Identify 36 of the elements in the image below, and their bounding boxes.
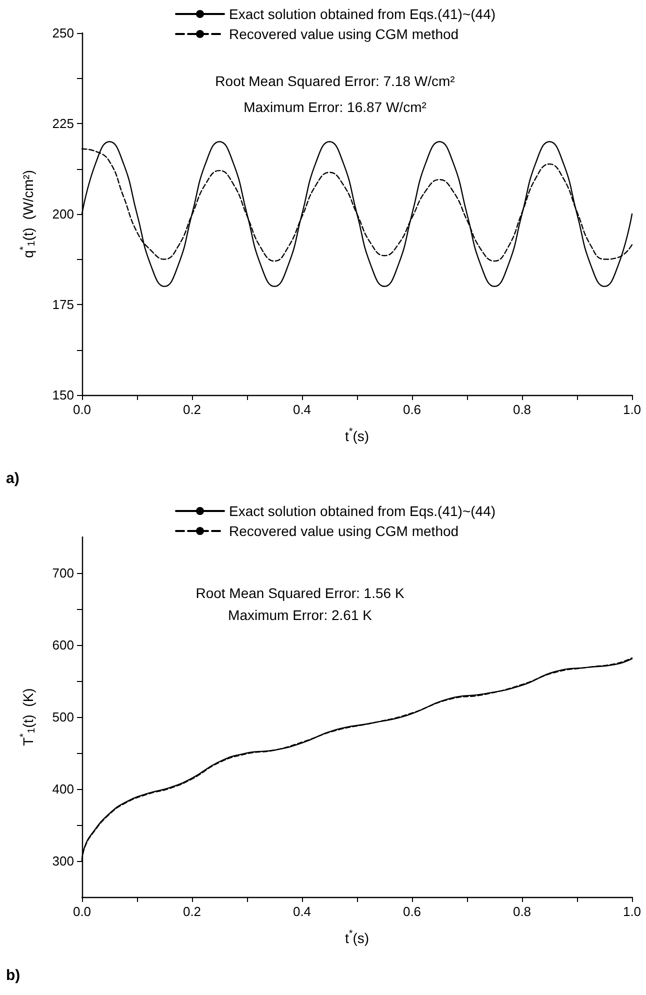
legend-label: Exact solution obtained from Eqs.(41)~(44): [229, 503, 496, 519]
y-tick-label: 400: [52, 782, 74, 796]
x-tick-label: 0.2: [182, 904, 202, 919]
y-axis-title: q*1(t) (W/cm²): [18, 170, 38, 258]
y-tick-label: 225: [52, 116, 74, 131]
x-tick-label: 0.6: [402, 904, 422, 919]
annotation: Root Mean Squared Error: 1.56 K: [196, 585, 405, 601]
x-tick-label: 0.8: [512, 904, 532, 919]
y-tick-label: 200: [52, 206, 74, 222]
y-axis-title: T*1(t) (K): [18, 688, 38, 746]
x-tick-label: 0.0: [72, 402, 92, 417]
legend-label: Recovered value using CGM method: [229, 26, 459, 42]
annotation: Root Mean Squared Error: 7.18 W/cm²: [215, 73, 456, 89]
y-tick-label: 150: [52, 388, 74, 402]
text: a): [6, 470, 20, 487]
annotation: Maximum Error: 16.87 W/cm²: [244, 99, 427, 115]
legend-label: Exact solution obtained from Eqs.(41)~(44): [229, 6, 496, 22]
x-axis-title: t*(s): [344, 928, 370, 946]
y-tick-label: 250: [52, 26, 74, 40]
x-tick-label: 0.8: [512, 402, 532, 417]
x-tick-label: 0.6: [402, 402, 422, 417]
x-tick-label: 0.0: [72, 904, 92, 919]
y-tick-label: 600: [52, 638, 74, 652]
y-tick-label: 700: [52, 566, 74, 580]
y-tick-label: 175: [52, 297, 74, 312]
y-tick-label: 300: [52, 854, 74, 868]
x-tick-label: 0.4: [292, 402, 312, 417]
text: b): [6, 967, 20, 984]
x-axis-title: t*(s): [344, 426, 370, 444]
legend-label: Recovered value using CGM method: [229, 523, 459, 539]
x-tick-label: 1.0: [622, 904, 642, 919]
y-tick-label: 500: [52, 710, 74, 724]
x-tick-label: 0.2: [182, 402, 202, 417]
x-tick-label: 0.4: [292, 904, 312, 919]
x-tick-label: 1.0: [622, 402, 642, 417]
annotation: Maximum Error: 2.61 K: [228, 607, 373, 623]
